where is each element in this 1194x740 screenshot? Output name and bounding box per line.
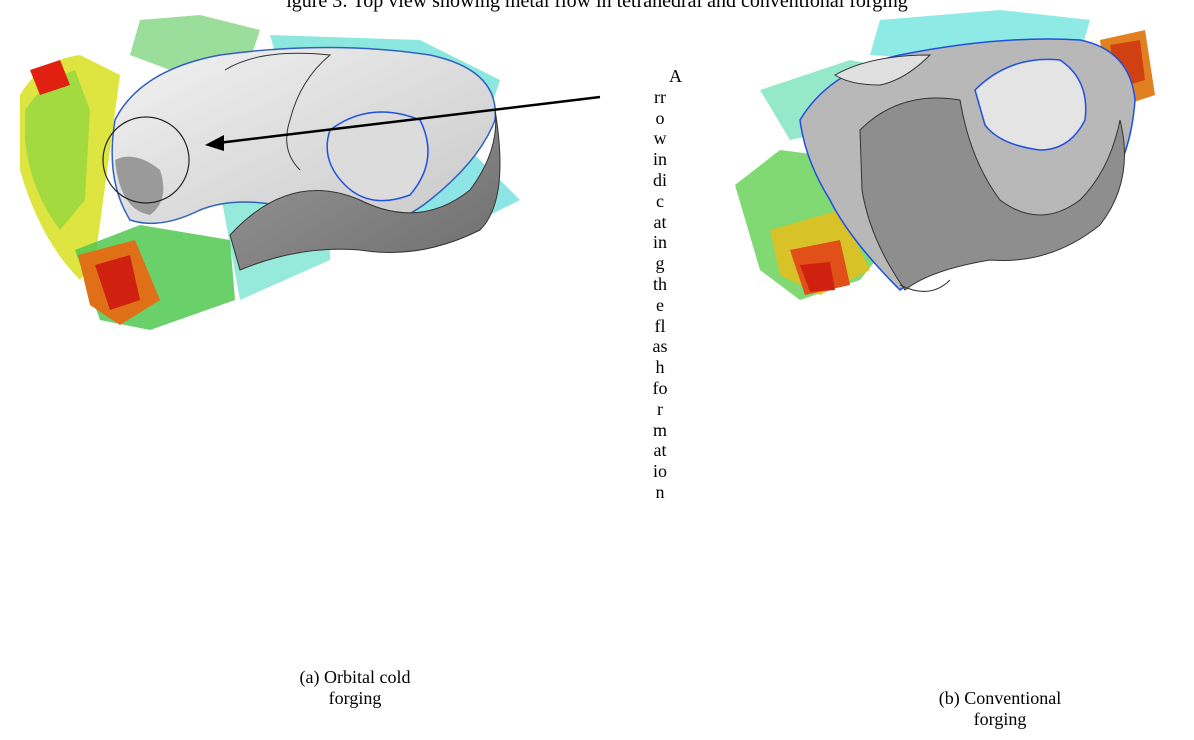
caption-conventional-forging: (b) Conventional forging [935, 688, 1065, 730]
annotation-line: at [653, 211, 667, 232]
annotation-line: io [652, 461, 667, 482]
annotation-line: g [655, 253, 665, 274]
caption-orbital-cold-forging: (a) Orbital cold forging [290, 667, 420, 709]
annotation-line: w [653, 128, 667, 149]
annotation-line: e [656, 294, 664, 315]
annotation-line: o [655, 107, 665, 128]
annotation-line: rr [654, 86, 666, 107]
annotation-line: n [655, 481, 665, 502]
annotation-line: m [652, 419, 667, 440]
annotation-line: at [653, 440, 667, 461]
arrow-annotation: A rr o w in di c at in g th e fl as h fo… [630, 66, 690, 503]
annotation-line: A [669, 66, 682, 86]
caption-line: (a) Orbital cold [299, 667, 411, 687]
panel-b-simulation [735, 10, 1155, 300]
annotation-line: in [652, 149, 667, 170]
annotation-line: in [652, 232, 667, 253]
annotation-line: fo [652, 377, 668, 398]
panel-a-part [111, 46, 501, 271]
panel-a-simulation [20, 15, 601, 330]
flash-indicator-arrow [205, 95, 601, 151]
caption-line: (b) Conventional [938, 688, 1062, 708]
caption-line: forging [328, 688, 382, 708]
annotation-line: th [652, 273, 667, 294]
annotation-line: h [655, 357, 665, 378]
annotation-line: di [652, 169, 667, 190]
caption-line: forging [973, 709, 1027, 729]
flash-highlight-circle [102, 116, 190, 204]
figure-title: igure 3: Top view showing metal flow in … [286, 0, 908, 12]
annotation-line: fl [654, 315, 666, 336]
annotation-line: r [657, 398, 663, 419]
panel-b-part [799, 38, 1136, 292]
annotation-line: as [652, 336, 668, 357]
annotation-line: c [656, 190, 664, 211]
